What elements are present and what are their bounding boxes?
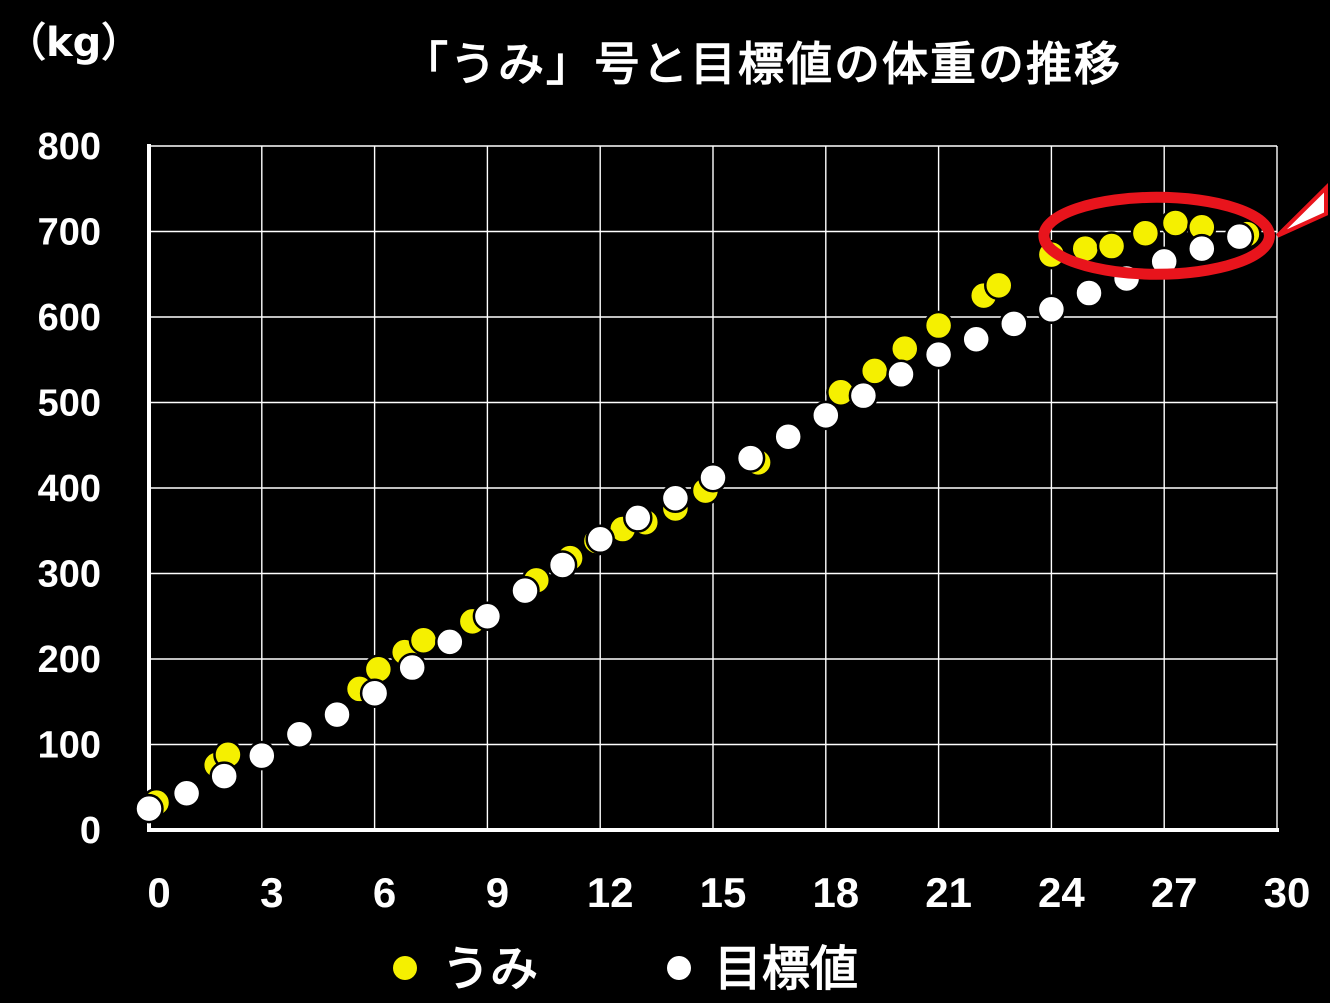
highlight-annotation xyxy=(1038,182,1328,280)
umi-point xyxy=(1130,218,1161,248)
target-point xyxy=(811,400,841,431)
x-tick-label: 27 xyxy=(1151,869,1198,916)
umi-point xyxy=(984,270,1014,301)
target-point xyxy=(1187,233,1217,264)
target-point xyxy=(773,421,803,452)
umi-point xyxy=(363,654,394,685)
x-tick-label: 21 xyxy=(925,869,972,916)
y-tick-label: 800 xyxy=(38,126,101,168)
target-point xyxy=(623,503,653,533)
x-tick-label: 0 xyxy=(147,869,170,916)
target-point xyxy=(886,359,916,390)
legend-label-target: 目標値 xyxy=(714,941,858,997)
y-tick-label: 700 xyxy=(38,212,101,254)
target-point xyxy=(585,524,615,555)
y-tick-label: 100 xyxy=(38,725,101,767)
target-point xyxy=(848,380,879,411)
target-point xyxy=(735,443,766,473)
target-point xyxy=(134,793,164,824)
umi-point xyxy=(923,310,954,341)
umi-point xyxy=(1096,231,1127,261)
umi-point xyxy=(890,333,920,364)
target-point xyxy=(472,601,503,631)
legend-label-umi: うみ xyxy=(442,941,538,997)
target-point xyxy=(660,483,691,514)
target-point xyxy=(435,627,465,657)
x-tick-label: 24 xyxy=(1038,869,1085,916)
y-tick-label: 300 xyxy=(38,554,101,596)
x-tick-label: 12 xyxy=(587,869,634,916)
axes xyxy=(147,144,1279,832)
target-point xyxy=(510,575,540,606)
x-tick-label: 30 xyxy=(1264,869,1311,916)
x-tick-label: 3 xyxy=(260,869,283,916)
target-point xyxy=(247,740,277,771)
target-point xyxy=(359,678,390,708)
legend-marker-target xyxy=(667,956,691,980)
target-point xyxy=(999,309,1029,339)
target-point xyxy=(1074,278,1104,308)
y-tick-label: 200 xyxy=(38,639,101,681)
umi-point xyxy=(1160,208,1191,238)
y-tick-label: 600 xyxy=(38,297,101,339)
umi-point xyxy=(859,356,890,386)
y-tick-label: 0 xyxy=(80,810,101,852)
target-point xyxy=(547,550,578,580)
x-tick-label: 6 xyxy=(373,869,396,916)
target-point xyxy=(1036,294,1067,325)
y-tick-labels: 0 100 200 300 400 500 600 700 800 xyxy=(38,126,101,852)
y-tick-label: 400 xyxy=(38,468,101,510)
target-point xyxy=(397,652,427,683)
chart-title: 「うみ」号と目標値の体重の推移 xyxy=(402,37,1122,91)
x-tick-labels: 0 3 6 9 12 15 18 21 24 27 30 xyxy=(147,869,1310,916)
highlight-ellipse xyxy=(1038,191,1275,280)
umi-point xyxy=(408,625,439,655)
y-axis-unit: （kg） xyxy=(6,20,141,66)
target-point xyxy=(284,719,315,749)
target-point xyxy=(698,462,728,493)
callout-pointer xyxy=(1276,182,1328,238)
target-point xyxy=(171,778,202,808)
target-point xyxy=(209,761,239,791)
x-tick-label: 15 xyxy=(700,869,747,916)
target-point xyxy=(961,324,991,354)
x-tick-label: 9 xyxy=(486,869,509,916)
legend-marker-umi xyxy=(393,956,417,980)
x-tick-label: 18 xyxy=(812,869,859,916)
legend: うみ 目標値 xyxy=(393,941,858,997)
target-point xyxy=(322,699,352,730)
target-point xyxy=(1224,221,1255,252)
target-point xyxy=(923,339,954,370)
y-tick-label: 500 xyxy=(38,383,101,425)
